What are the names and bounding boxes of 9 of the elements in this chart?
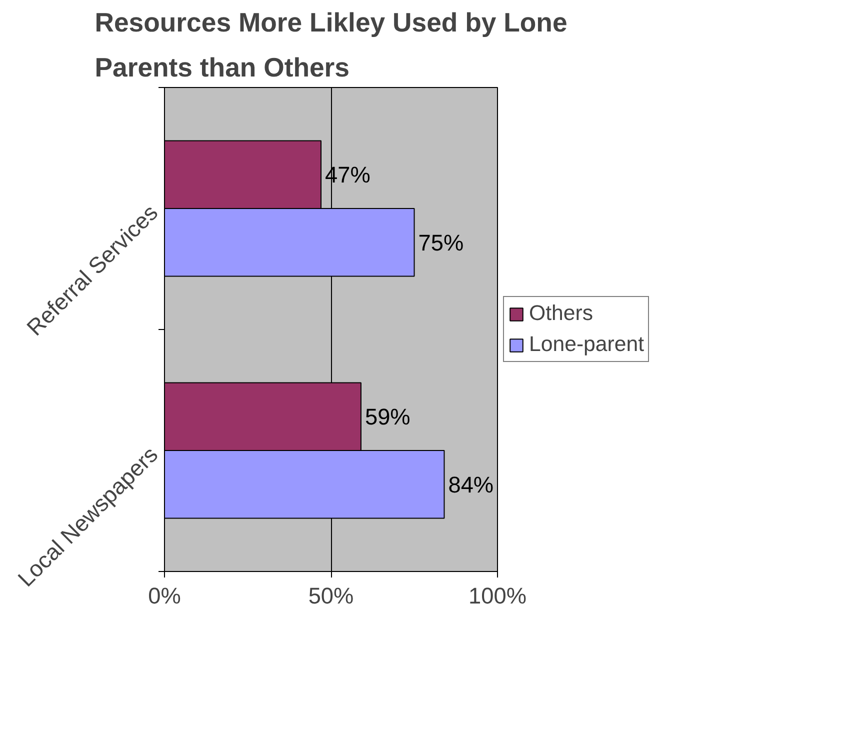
data-label: 75%: [418, 229, 464, 256]
data-label: 84%: [448, 471, 494, 498]
x-tick-label: 50%: [308, 582, 354, 608]
x-tick-label: 100%: [468, 582, 526, 608]
data-label: 59%: [364, 404, 410, 430]
chart-title: Resources More Likley Used by Lone Parents than Others: [94, 8, 568, 82]
x-tick-label: 0%: [148, 582, 181, 608]
legend-label: Lone-parent: [529, 332, 644, 357]
legend-label: Others: [529, 301, 594, 326]
